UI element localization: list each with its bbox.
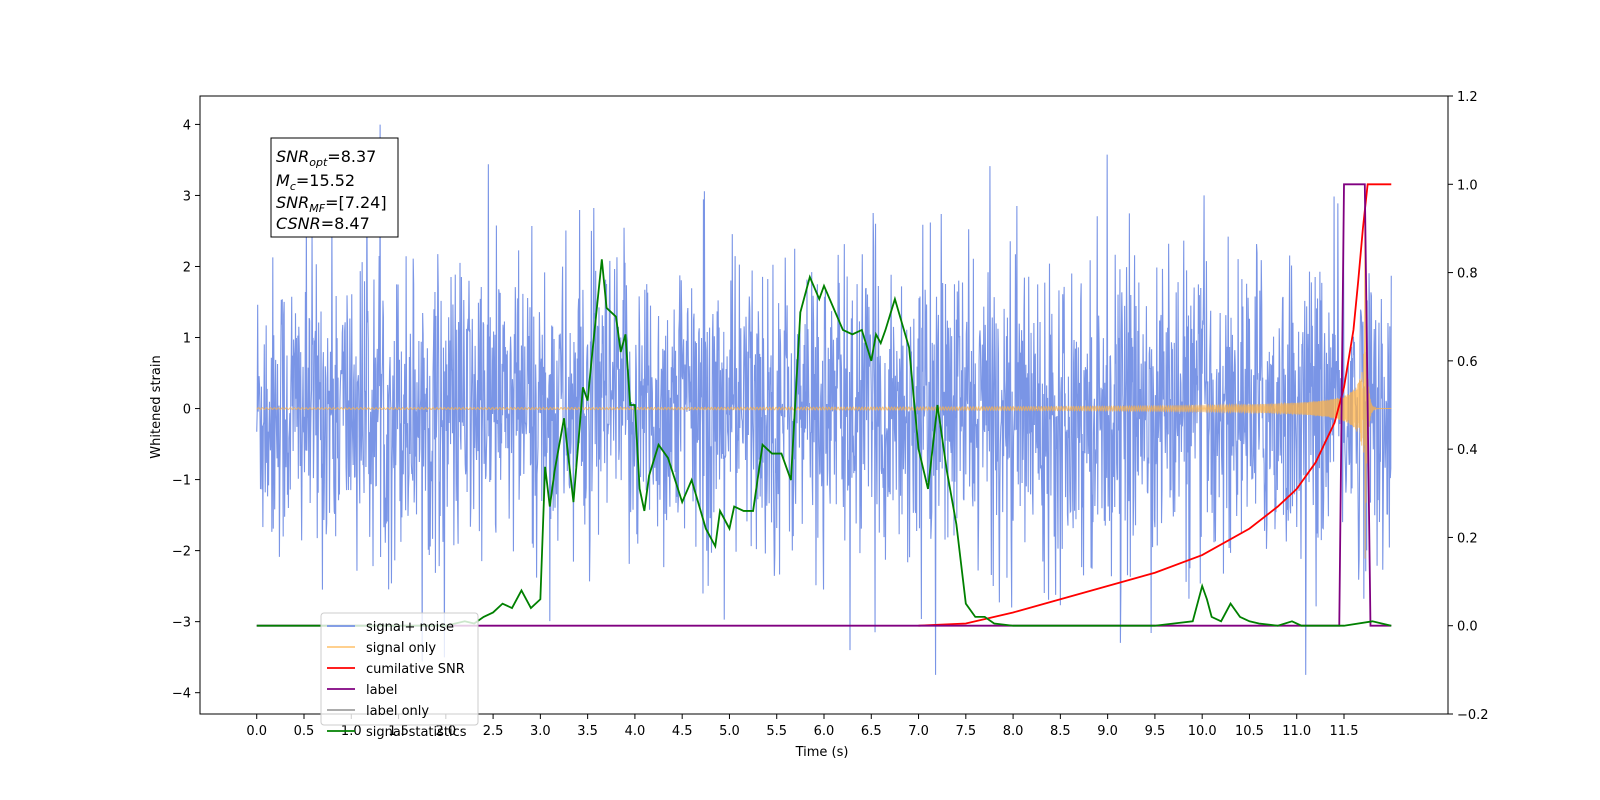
x-tick-label: 3.0 (530, 724, 551, 739)
series-signal-statistics (256, 259, 1392, 627)
series-cumulative-snr (918, 183, 1392, 627)
x-tick-label: 4.0 (625, 724, 646, 739)
annotation-snr-mf: SNRMF=[7.24] (276, 193, 387, 215)
legend-label: cumilative SNR (366, 662, 465, 677)
x-tick-label: 3.5 (577, 724, 598, 739)
x-tick-label: 2.5 (483, 724, 504, 739)
x-axis-title: Time (s) (795, 745, 849, 760)
annotation-snr-opt: SNRopt=8.37 (276, 147, 376, 169)
y-tick-label: −4 (172, 687, 191, 702)
x-tick-label: 0.0 (246, 724, 267, 739)
legend-frame (320, 612, 479, 726)
x-tick-label: 9.0 (1097, 724, 1118, 739)
y-tick-label: −2 (172, 545, 191, 560)
y-tick-label: 1 (183, 332, 191, 347)
x-tick-label: 1.5 (388, 724, 409, 739)
x-tick-label: 11.0 (1282, 724, 1311, 739)
x-tick-label: 9.5 (1145, 724, 1166, 739)
x-tick-label: 6.5 (861, 724, 882, 739)
y-axis-left: 4 3 2 1 0 −1 −2 −3 −4 (172, 118, 200, 702)
legend-label: signal statistics (366, 725, 467, 740)
series-signal-only (256, 223, 1392, 559)
y-tick-label: −3 (172, 616, 191, 631)
annotation-mc: Mc=15.52 (276, 171, 355, 193)
annotation-box: SNRopt=8.37 Mc=15.52 SNRMF=[7.24] CSNR=8… (270, 137, 399, 238)
x-tick-label: 11.5 (1330, 724, 1359, 739)
legend-label: label only (366, 704, 429, 719)
y2-tick-label: −0.2 (1457, 708, 1489, 723)
y2-tick-label: 0.8 (1457, 267, 1478, 282)
x-tick-label: 5.5 (766, 724, 787, 739)
y-tick-label: 3 (183, 189, 191, 204)
x-tick-label: 10.5 (1235, 724, 1264, 739)
x-tick-label: 5.0 (719, 724, 740, 739)
y-tick-label: 0 (183, 403, 191, 418)
annotation-frame (270, 137, 399, 238)
legend-label: label (366, 683, 397, 698)
legend-label: signal+ noise (366, 620, 454, 635)
series-layer (256, 124, 1392, 675)
x-tick-label: 7.0 (908, 724, 929, 739)
x-tick-label: 4.5 (672, 724, 693, 739)
x-tick-label: 8.5 (1050, 724, 1071, 739)
y2-tick-label: 0.0 (1457, 620, 1478, 635)
y-tick-label: −1 (172, 474, 191, 489)
y2-tick-label: 0.2 (1457, 531, 1478, 546)
x-tick-label: 0.5 (294, 724, 315, 739)
plot-area (199, 95, 1449, 715)
x-tick-label: 8.0 (1003, 724, 1024, 739)
x-tick-label: 2.0 (435, 724, 456, 739)
y-tick-label: 4 (183, 118, 191, 133)
y2-tick-label: 1.0 (1457, 178, 1478, 193)
legend-label: signal only (366, 641, 436, 656)
series-signal-noise (256, 124, 1392, 675)
x-tick-label: 10.0 (1188, 724, 1217, 739)
y-axis-right: 1.2 1.0 0.8 0.6 0.4 0.2 0.0 −0.2 (1448, 90, 1489, 723)
y-axis-title: Whitened strain (149, 355, 164, 458)
x-tick-label: 7.5 (955, 724, 976, 739)
y2-tick-label: 0.4 (1457, 443, 1478, 458)
legend-items: signal+ noise signal only cumilative SNR la… (327, 620, 467, 740)
x-tick-label: 6.0 (814, 724, 835, 739)
x-axis: 0.0 0.5 1.0 1.5 2.0 2.5 3.0 3.5 4.0 4.5 5.0 5.5 6.0 6… (246, 714, 1358, 739)
y-tick-label: 2 (183, 260, 191, 275)
legend: signal+ noise signal only cumilative SNR la… (320, 612, 479, 740)
y2-tick-label: 1.2 (1457, 90, 1478, 105)
annotation-csnr: CSNR=8.47 (276, 214, 370, 233)
y2-tick-label: 0.6 (1457, 355, 1478, 370)
